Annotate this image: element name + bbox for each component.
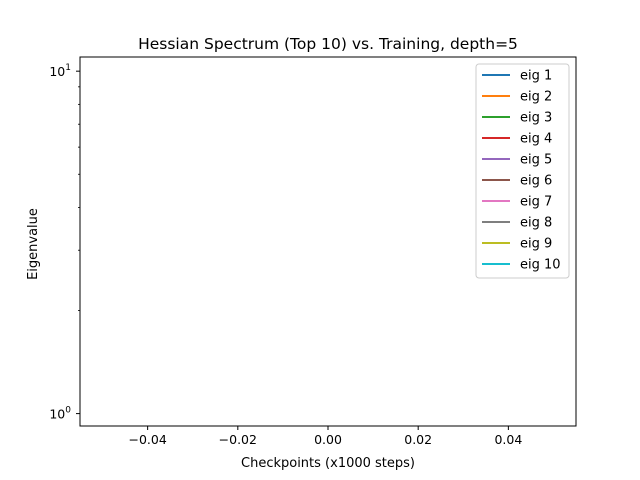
legend-label: eig 6: [520, 174, 552, 189]
x-tick-label: −0.04: [128, 432, 166, 447]
legend-items: eig 1 eig 2 eig 3 eig 4 eig 5 eig 6 eig 7 eig 8…: [482, 69, 561, 273]
legend-label: eig 3: [520, 111, 552, 126]
y-tick-label: 100: [49, 406, 71, 422]
legend-label: eig 7: [520, 195, 552, 210]
legend-label: eig 8: [520, 216, 552, 231]
y-axis-label: Eigenvalue: [26, 208, 41, 280]
x-tick-label: 0.00: [314, 432, 342, 447]
x-tick-label: −0.02: [219, 432, 257, 447]
legend-label: eig 1: [520, 69, 552, 84]
y-tick-label: 101: [49, 63, 71, 79]
x-axis: −0.04 −0.02 0.00 0.02 0.04: [128, 426, 522, 447]
legend-label: eig 10: [520, 258, 561, 273]
legend-label: eig 5: [520, 153, 552, 168]
legend: eig 1 eig 2 eig 3 eig 4 eig 5 eig 6 eig 7 eig 8…: [475, 63, 570, 279]
legend-label: eig 2: [520, 90, 552, 105]
x-tick-label: 0.02: [404, 432, 432, 447]
legend-label: eig 4: [520, 132, 552, 147]
x-tick-label: 0.04: [494, 432, 522, 447]
legend-label: eig 9: [520, 237, 552, 252]
x-axis-label: Checkpoints (x1000 steps): [241, 456, 415, 471]
y-axis: 100 101: [49, 63, 80, 422]
chart-title: Hessian Spectrum (Top 10) vs. Training, …: [138, 35, 518, 53]
